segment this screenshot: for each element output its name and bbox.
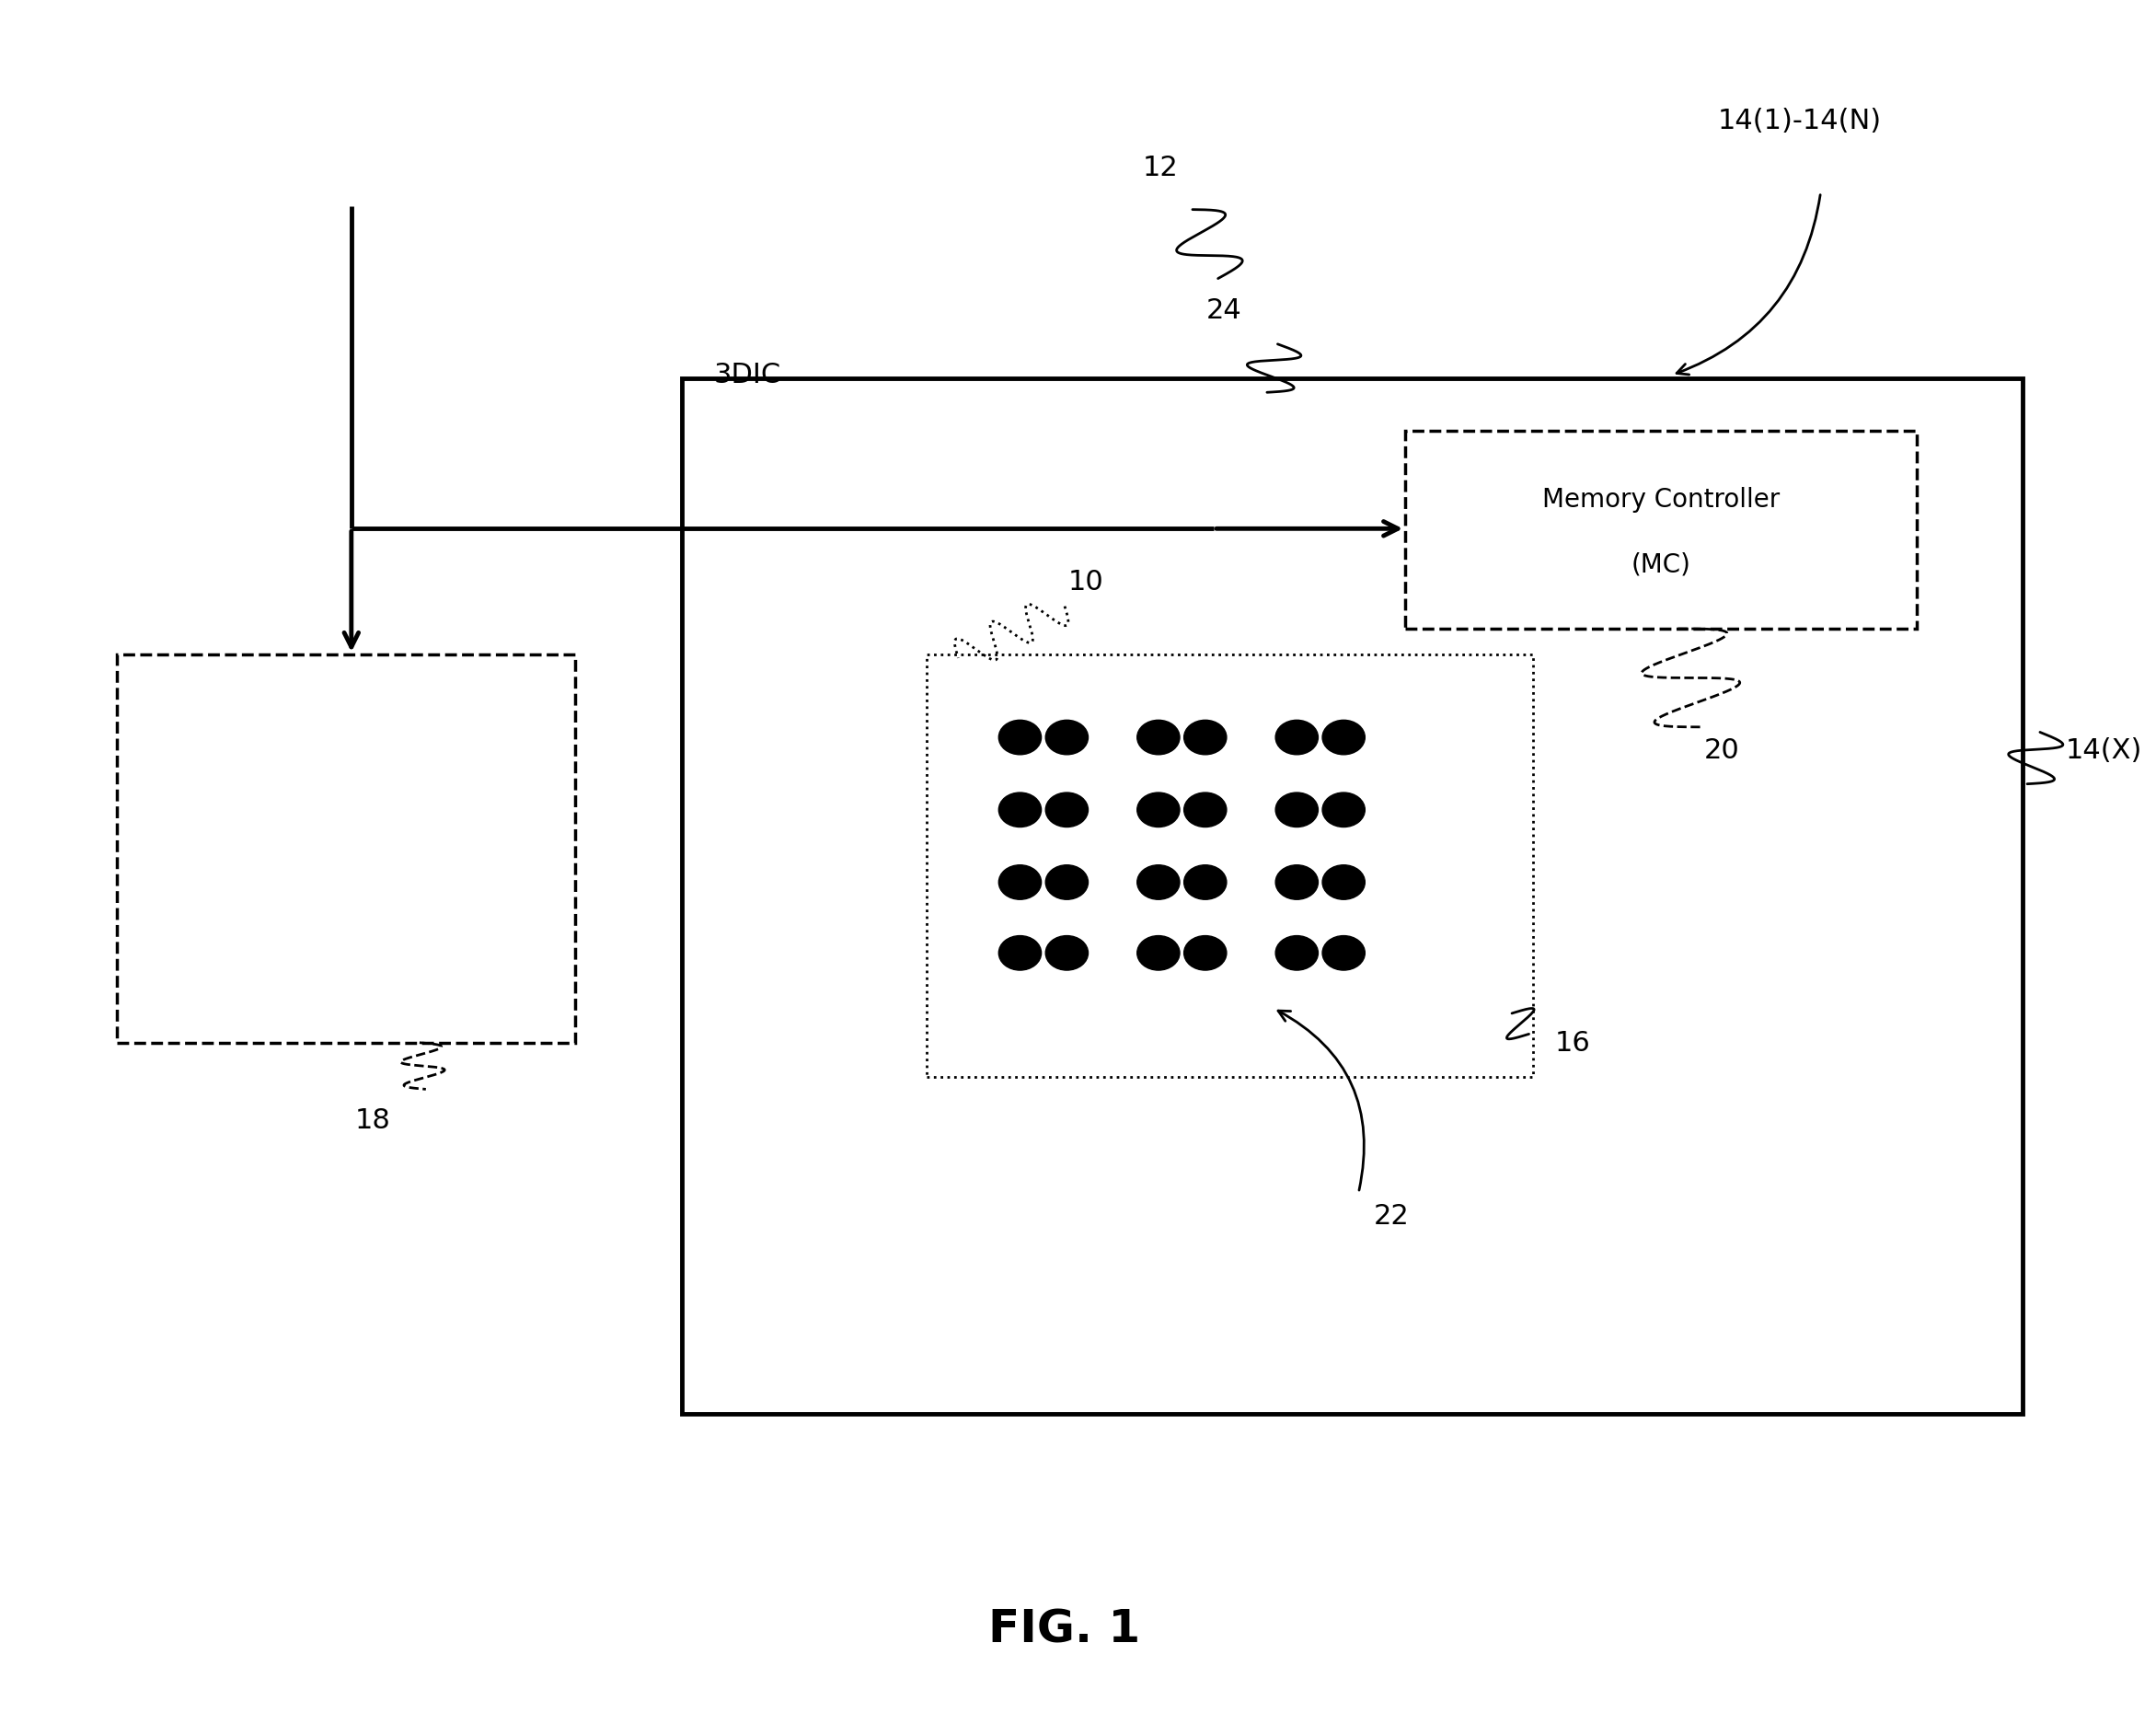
- Text: 12: 12: [1143, 155, 1179, 181]
- Circle shape: [1184, 793, 1227, 828]
- Bar: [681, 379, 2022, 1414]
- Circle shape: [1046, 721, 1089, 755]
- Text: 18: 18: [356, 1107, 390, 1133]
- Text: (MC): (MC): [1632, 552, 1690, 578]
- Text: FIG. 1: FIG. 1: [990, 1607, 1141, 1652]
- Circle shape: [1322, 721, 1365, 755]
- Text: 20: 20: [1703, 736, 1740, 764]
- Circle shape: [1136, 721, 1179, 755]
- Circle shape: [1046, 936, 1089, 971]
- Circle shape: [1276, 721, 1317, 755]
- Circle shape: [998, 793, 1041, 828]
- Circle shape: [1046, 793, 1089, 828]
- Text: 16: 16: [1554, 1029, 1591, 1057]
- Text: 14(X): 14(X): [2065, 736, 2143, 764]
- Bar: [116, 655, 576, 1043]
- Text: 3DIC: 3DIC: [714, 362, 780, 388]
- Text: 14(1)-14(N): 14(1)-14(N): [1718, 109, 1882, 134]
- Circle shape: [1276, 936, 1317, 971]
- Circle shape: [1184, 936, 1227, 971]
- Circle shape: [1136, 865, 1179, 900]
- Circle shape: [1046, 865, 1089, 900]
- Circle shape: [1276, 865, 1317, 900]
- Circle shape: [1136, 793, 1179, 828]
- Circle shape: [998, 865, 1041, 900]
- Circle shape: [998, 721, 1041, 755]
- Bar: [1406, 431, 1917, 629]
- Circle shape: [1184, 721, 1227, 755]
- Circle shape: [998, 936, 1041, 971]
- Text: Memory Controller: Memory Controller: [1542, 486, 1779, 512]
- Circle shape: [1276, 793, 1317, 828]
- Text: 24: 24: [1207, 298, 1242, 324]
- Circle shape: [1136, 936, 1179, 971]
- Text: 22: 22: [1373, 1202, 1410, 1229]
- Circle shape: [1184, 865, 1227, 900]
- Bar: [927, 655, 1533, 1078]
- Circle shape: [1322, 936, 1365, 971]
- Circle shape: [1322, 865, 1365, 900]
- Text: 10: 10: [1067, 569, 1104, 595]
- Circle shape: [1322, 793, 1365, 828]
